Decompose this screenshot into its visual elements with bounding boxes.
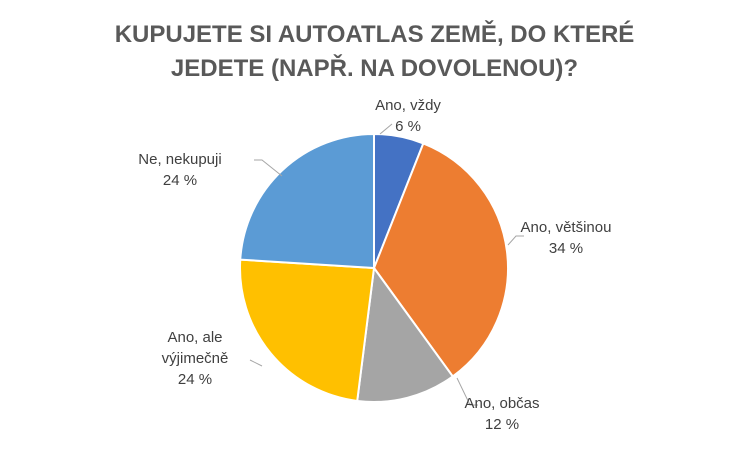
data-label: Ano, vždy 6 %: [375, 97, 441, 135]
data-label-category: Ano, vždy: [375, 97, 441, 114]
leader-lines: [249, 123, 524, 406]
pie-slices: [239, 132, 509, 403]
data-label-percent: 24 %: [163, 172, 197, 189]
data-labels: Ano, vždy 6 % Ano, většinou 34 % Ano, občas 1…: [138, 97, 611, 433]
data-label-category: Ne, nekupuji: [138, 151, 221, 168]
leader-line: [249, 359, 263, 367]
chart-title: KUPUJETE SI AUTOATLAS ZEMĚ, DO KTERÉ JED…: [0, 18, 749, 86]
data-label-category: Ano, většinou: [521, 219, 612, 236]
leader-line: [456, 377, 478, 406]
data-label: Ne, nekupuji 24 %: [138, 151, 221, 189]
data-label-percent: 34 %: [549, 240, 583, 257]
data-label: Ano, ale výjimečně 24 %: [162, 329, 229, 388]
data-label-percent: 12 %: [485, 416, 519, 433]
leader-line: [254, 159, 283, 177]
chart-title-line-2: JEDETE (NAPŘ. NA DOVOLENOU)?: [170, 55, 579, 82]
pie-slice: [356, 265, 455, 403]
data-label: Ano, většinou 34 %: [521, 219, 612, 257]
pie-slice: [239, 132, 375, 270]
leader-line: [507, 235, 524, 246]
data-label-percent: 24 %: [178, 371, 212, 388]
data-label: Ano, občas 12 %: [464, 395, 539, 433]
pie-slice: [372, 142, 509, 378]
data-label-percent: 6 %: [395, 118, 421, 135]
pie-slice: [239, 258, 376, 403]
data-label-category: výjimečně: [162, 350, 229, 367]
data-label-category: Ano, ale: [167, 329, 222, 346]
chart-title-line-1: KUPUJETE SI AUTOATLAS ZEMĚ, DO KTERÉ: [114, 21, 635, 48]
leader-line: [379, 123, 393, 135]
data-label-category: Ano, občas: [464, 395, 539, 412]
